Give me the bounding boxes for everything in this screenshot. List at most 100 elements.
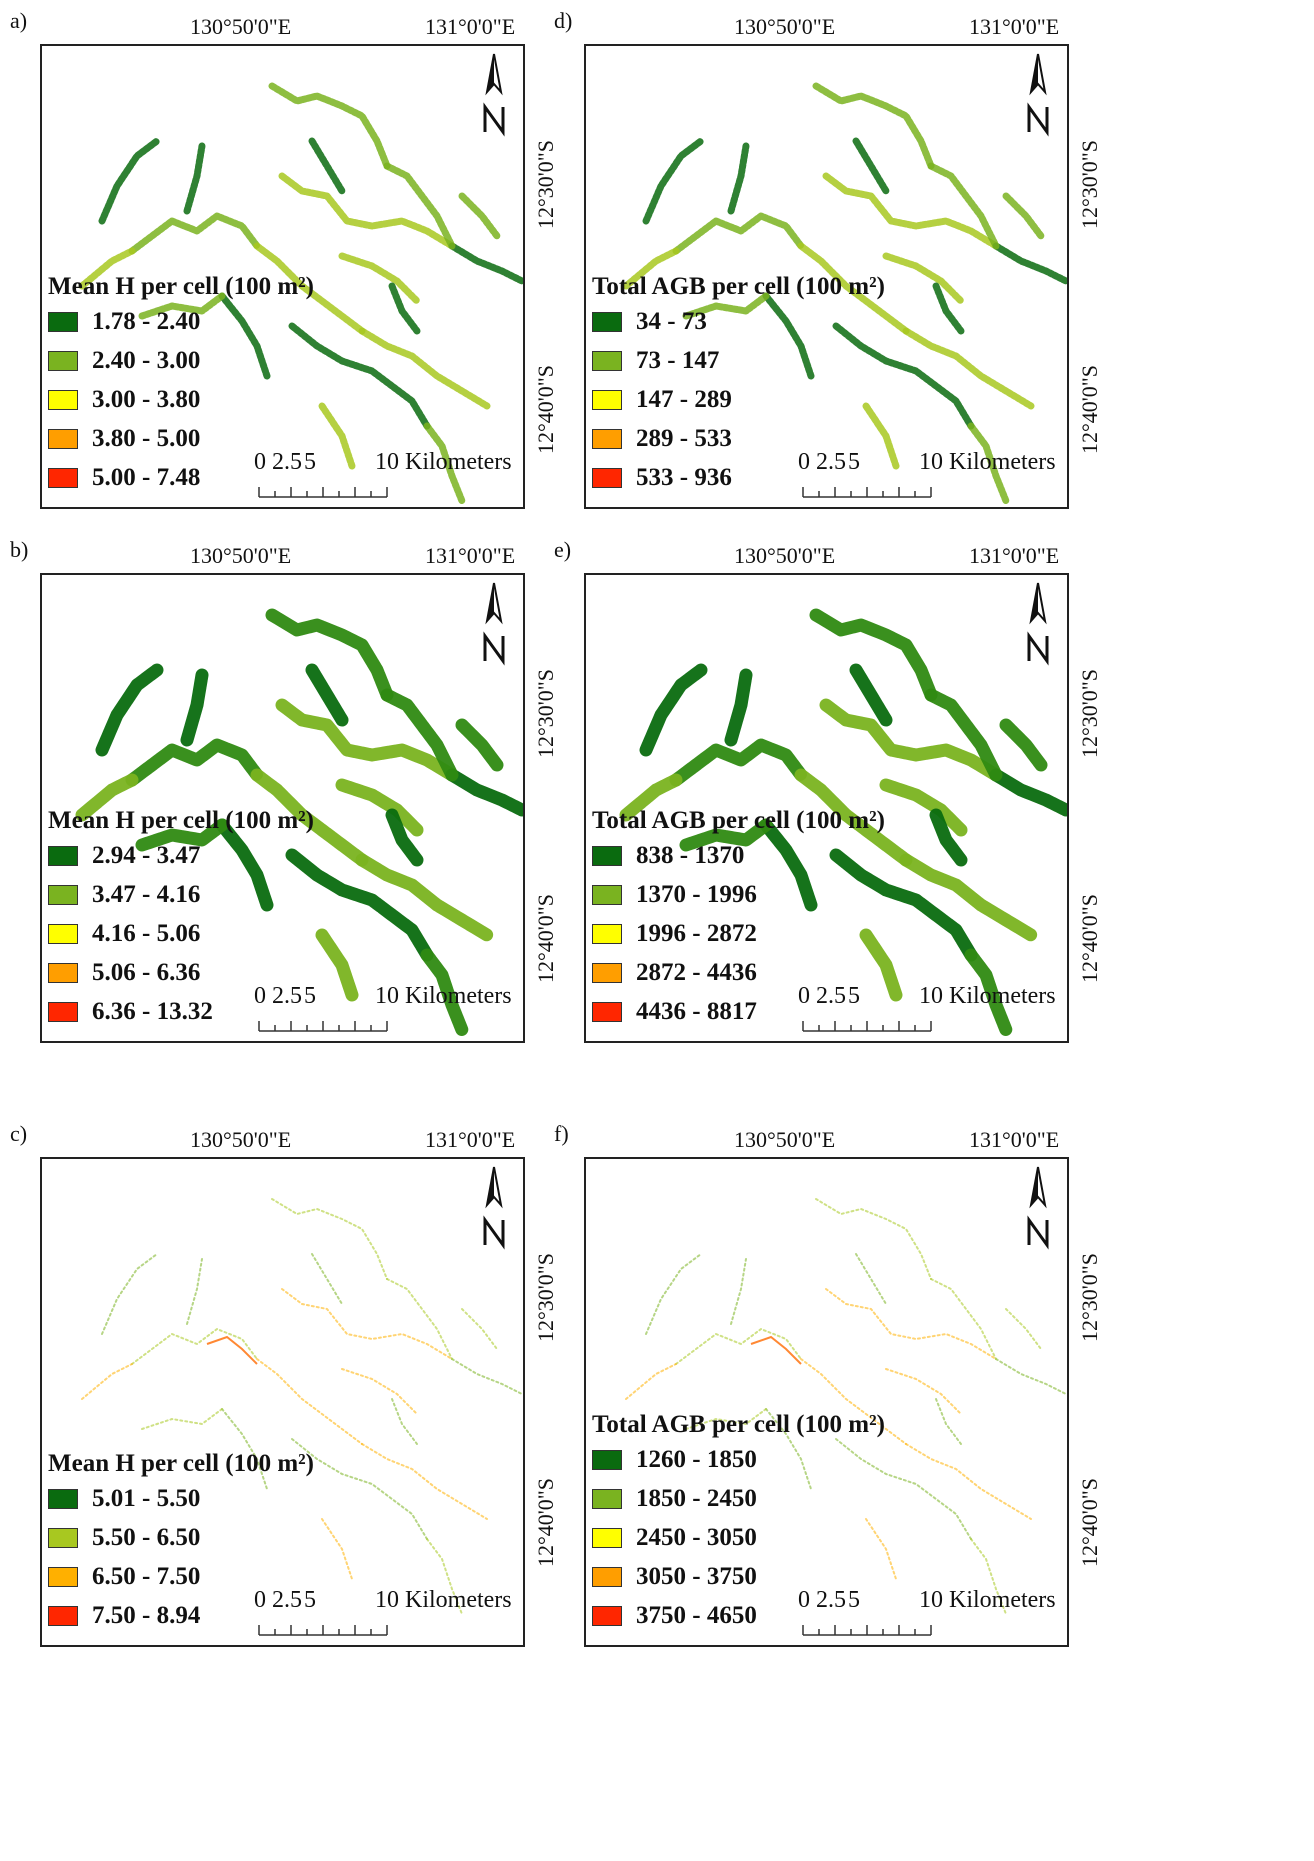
legend-label: 5.06 - 6.36 bbox=[92, 958, 201, 986]
map-legend: Total AGB per cell (100 m²) 34 - 73 73 - 1… bbox=[592, 272, 885, 497]
drainage-vegetation-strip bbox=[141, 1408, 223, 1430]
scale-label: 0 bbox=[798, 983, 810, 1009]
scale-label: 5 bbox=[848, 449, 860, 475]
drainage-vegetation-strip bbox=[825, 1288, 997, 1360]
drainage-vegetation-strip bbox=[385, 808, 424, 867]
legend-label: 2872 - 4436 bbox=[636, 958, 757, 986]
longitude-label-left: 130°50'0"E bbox=[190, 14, 292, 39]
legend-label: 5.00 - 7.48 bbox=[92, 463, 201, 491]
legend-label: 4436 - 8817 bbox=[636, 997, 757, 1025]
longitude-label-right: 131°0'0"E bbox=[425, 543, 516, 568]
drainage-vegetation-strip bbox=[622, 247, 680, 290]
drainage-vegetation-strip bbox=[308, 137, 346, 195]
legend-label: 1260 - 1850 bbox=[636, 1445, 757, 1473]
scale-label: 10 Kilometers bbox=[375, 983, 512, 1009]
legend-swatch bbox=[48, 1001, 78, 1022]
drainage-vegetation-strip bbox=[186, 1258, 203, 1325]
panel-letter: d) bbox=[554, 8, 573, 33]
scale-bar-graphic bbox=[258, 487, 388, 498]
longitude-label-left: 130°50'0"E bbox=[734, 543, 836, 568]
latitude-label-top: 12°30'0"S bbox=[533, 140, 558, 229]
legend-entry: 4436 - 8817 bbox=[592, 992, 885, 1031]
drainage-vegetation-strip bbox=[899, 853, 1038, 942]
drainage-vegetation-strip bbox=[265, 608, 394, 702]
legend-label: 3.80 - 5.00 bbox=[92, 424, 201, 452]
legend-entry: 2.40 - 3.00 bbox=[48, 341, 314, 380]
drainage-vegetation-strip bbox=[645, 1253, 702, 1335]
drainage-vegetation-strip bbox=[383, 162, 456, 250]
drainage-vegetation-strip bbox=[995, 1358, 1067, 1395]
drainage-vegetation-strip bbox=[426, 1538, 463, 1615]
drainage-vegetation-strip bbox=[448, 242, 523, 285]
map-frame: Total AGB per cell (100 m²) 1260 - 1850 18… bbox=[584, 1157, 1069, 1647]
north-arrow-icon bbox=[1027, 1166, 1049, 1250]
drainage-vegetation-strip bbox=[679, 818, 773, 852]
drainage-vegetation-strip bbox=[625, 1363, 677, 1400]
legend-label: 3050 - 3750 bbox=[636, 1562, 757, 1590]
vegetation-map bbox=[619, 608, 1067, 1037]
drainage-vegetation-strip bbox=[797, 242, 910, 335]
drainage-vegetation-strip bbox=[215, 818, 274, 912]
drainage-vegetation-strip bbox=[882, 252, 965, 305]
scale-bar: 0 2.5 5 10 Kilometers bbox=[254, 449, 516, 505]
drainage-vegetation-strip bbox=[885, 1368, 962, 1415]
legend-title: Mean H per cell (100 m²) bbox=[48, 1450, 314, 1477]
scale-label: 10 Kilometers bbox=[919, 449, 1056, 475]
legend-label: 2450 - 3050 bbox=[636, 1523, 757, 1551]
legend-title: Mean H per cell (100 m²) bbox=[48, 273, 314, 300]
north-arrow-icon bbox=[1027, 582, 1049, 666]
scale-label: 2.5 bbox=[272, 1587, 302, 1613]
legend-title: Total AGB per cell (100 m²) bbox=[592, 1411, 885, 1438]
latitude-label-top: 12°30'0"S bbox=[533, 1253, 558, 1342]
scale-label: 2.5 bbox=[816, 983, 846, 1009]
legend-swatch bbox=[48, 845, 78, 866]
legend-label: 6.36 - 13.32 bbox=[92, 997, 213, 1025]
scale-label: 10 Kilometers bbox=[919, 983, 1056, 1009]
legend-swatch bbox=[48, 962, 78, 983]
drainage-vegetation-strip bbox=[361, 1443, 488, 1520]
legend-swatch bbox=[48, 1527, 78, 1548]
latitude-label-top: 12°30'0"S bbox=[1077, 1253, 1102, 1342]
longitude-label-right: 131°0'0"E bbox=[969, 1127, 1060, 1152]
scale-bar-graphic bbox=[258, 1625, 388, 1636]
drainage-vegetation-strip bbox=[338, 252, 421, 305]
latitude-label-bottom: 12°40'0"S bbox=[1077, 1478, 1102, 1567]
legend-label: 533 - 936 bbox=[636, 463, 732, 491]
scale-label: 2.5 bbox=[272, 449, 302, 475]
drainage-vegetation-strip bbox=[832, 322, 975, 430]
drainage-vegetation-strip bbox=[125, 738, 264, 787]
scale-label: 10 Kilometers bbox=[375, 1587, 512, 1613]
panel-letter: c) bbox=[10, 1121, 28, 1146]
scale-label: 0 bbox=[254, 449, 266, 475]
map-legend: Mean H per cell (100 m²) 5.01 - 5.50 5.50 … bbox=[48, 1449, 314, 1635]
legend-entry: 5.50 - 6.50 bbox=[48, 1518, 314, 1557]
legend-swatch bbox=[592, 428, 622, 449]
vegetation-map bbox=[78, 82, 523, 505]
drainage-vegetation-strip bbox=[642, 137, 705, 225]
scale-bar: 0 2.5 5 10 Kilometers bbox=[798, 449, 1060, 505]
drainage-vegetation-strip bbox=[819, 698, 1003, 782]
drainage-vegetation-strip bbox=[879, 778, 968, 837]
legend-entry: 147 - 289 bbox=[592, 380, 885, 419]
drainage-vegetation-strip bbox=[759, 818, 818, 912]
legend-swatch bbox=[592, 845, 622, 866]
legend-label: 5.01 - 5.50 bbox=[92, 1484, 201, 1512]
drainage-vegetation-strip bbox=[724, 668, 753, 747]
panel-letter: f) bbox=[554, 1121, 569, 1146]
drainage-vegetation-strip bbox=[380, 688, 459, 782]
legend-label: 1370 - 1996 bbox=[636, 880, 757, 908]
latitude-label-top: 12°30'0"S bbox=[533, 669, 558, 758]
map-frame: Mean H per cell (100 m²) 1.78 - 2.40 2.40 … bbox=[40, 44, 525, 509]
drainage-vegetation-strip bbox=[253, 242, 366, 335]
drainage-vegetation-strip bbox=[271, 1198, 388, 1280]
longitude-label-right: 131°0'0"E bbox=[425, 14, 516, 39]
drainage-vegetation-strip bbox=[291, 1438, 428, 1540]
scale-bar-graphic bbox=[802, 1625, 932, 1636]
scale-label: 5 bbox=[304, 983, 316, 1009]
panel-letter: e) bbox=[554, 537, 572, 562]
drainage-vegetation-strip bbox=[285, 848, 434, 962]
legend-entry: 1850 - 2450 bbox=[592, 1479, 885, 1518]
scale-label: 5 bbox=[848, 983, 860, 1009]
legend-label: 2.94 - 3.47 bbox=[92, 841, 201, 869]
drainage-vegetation-strip bbox=[675, 1328, 802, 1365]
